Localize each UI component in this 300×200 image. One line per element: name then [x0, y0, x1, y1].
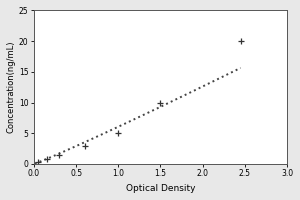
X-axis label: Optical Density: Optical Density — [126, 184, 195, 193]
Y-axis label: Concentration(ng/mL): Concentration(ng/mL) — [7, 41, 16, 133]
